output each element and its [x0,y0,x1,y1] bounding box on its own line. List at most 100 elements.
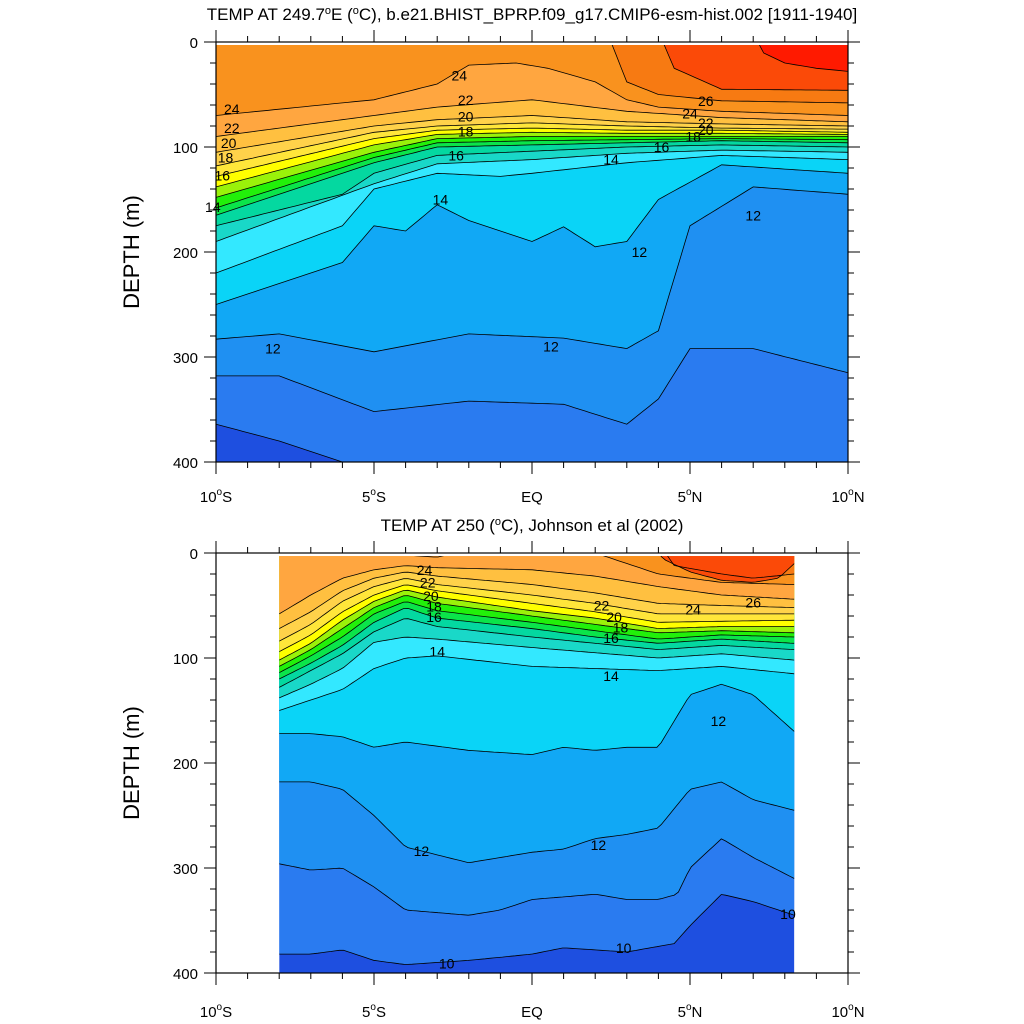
contour-label: 14 [603,668,619,684]
chart-title: TEMP AT 250 (oC), Johnson et al (2002) [381,516,684,535]
contour-label: 22 [698,115,714,131]
isotherm-24 [216,99,848,137]
contour-label: 18 [426,599,442,615]
contour-label: 24 [685,602,701,618]
isotherm-19 [216,136,848,198]
chart-title: TEMP AT 249.7oE (oC), b.e21.BHIST_BPRP.f… [207,5,857,24]
contour-label: 14 [433,192,449,208]
isotherm-lines [216,45,848,462]
y-tick-label: 0 [190,35,198,52]
contour-label: 22 [224,120,240,136]
x-tick-label: 10oN [831,487,864,506]
isotherm-lines [279,556,795,965]
contour-fill-bands [216,45,848,462]
isotherm-12 [279,781,795,864]
contour-label: 12 [711,713,727,729]
isotherm-25 [413,556,795,585]
contour-label: 20 [606,609,622,625]
y-tick-label: 400 [173,455,198,472]
contour-label: 16 [654,139,670,155]
model-panel: 2422201816142422201816142624222018161412… [119,5,865,506]
isotherm-18 [279,601,795,674]
x-tick-label: 5oN [678,487,703,506]
y-tick-label: 100 [173,140,198,157]
contour-label: 16 [215,167,231,183]
isotherm-16 [216,144,848,227]
isotherm-26 [611,45,848,104]
contour-label: 16 [426,609,442,625]
x-tick-label: 10oN [831,1002,864,1021]
contour-fill-bands [279,556,795,973]
isotherm-27 [660,556,795,583]
isotherm-22 [216,122,848,167]
isotherm-18 [216,138,848,209]
x-tick-label: EQ [521,489,543,506]
isotherm-17 [279,607,795,680]
y-tick-label: 400 [173,966,198,983]
isotherm-27 [663,45,848,91]
x-tick-label: 5oN [678,1002,703,1021]
y-tick-label: 200 [173,245,198,262]
contour-label: 20 [458,109,474,125]
y-tick-label: 100 [173,651,198,668]
contour-label: 10 [439,956,455,972]
contour-label: 22 [420,574,436,590]
contour-label: 18 [458,123,474,139]
x-tick-label: 5oS [362,487,386,506]
contour-label: 22 [458,92,474,108]
isotherm-19 [279,595,795,667]
isotherm-24 [279,565,795,615]
isotherm-10 [216,423,848,462]
contour-label: 24 [224,101,240,117]
y-tick-label: 200 [173,756,198,773]
isotherm-13 [279,683,795,755]
contour-label: 12 [745,207,761,223]
isotherm-16 [279,618,795,688]
band-above-27 [661,556,795,583]
y-tick-label: 0 [190,546,198,563]
contour-label: 16 [448,147,464,163]
contour-label: 24 [682,105,698,121]
isotherm-12 [216,186,848,353]
contour-label: 24 [417,562,433,578]
isotherm-23 [216,115,848,153]
contour-label: 22 [594,598,610,614]
isotherm-11 [279,838,795,916]
contour-labels: 2422201816142422201816142624222018161412… [205,68,761,357]
isotherm-21 [216,127,848,177]
y-axis-label: DEPTH (m) [119,706,144,820]
isotherm-15 [216,149,848,242]
contour-label: 20 [423,588,439,604]
contour-label: 12 [414,843,430,859]
x-tick-label: 10oS [200,1002,232,1021]
contour-label: 14 [429,644,445,660]
contour-label: 26 [745,594,761,610]
isotherm-14 [279,655,795,711]
contour-label: 20 [221,135,237,151]
contour-label: 24 [452,68,468,84]
isotherm-14 [216,154,848,274]
isotherm-13 [216,164,848,305]
contour-label: 12 [591,837,607,853]
isotherm-17 [216,140,848,216]
x-tick-label: EQ [521,1004,543,1021]
isotherm-21 [279,584,795,653]
contour-label: 12 [632,244,648,260]
contour-label: 10 [616,940,632,956]
isotherm-15 [279,636,795,699]
band-above-28 [759,45,848,72]
isotherm-25 [216,62,848,116]
y-axis-label: DEPTH (m) [119,195,144,309]
contour-label: 14 [603,152,619,168]
contour-label: 26 [698,93,714,109]
isotherm-22 [279,578,795,642]
contour-label: 14 [205,199,221,215]
y-tick-label: 300 [173,350,198,367]
contour-label: 12 [265,341,281,357]
contour-label: 18 [613,620,629,636]
isotherm-10 [279,894,795,965]
